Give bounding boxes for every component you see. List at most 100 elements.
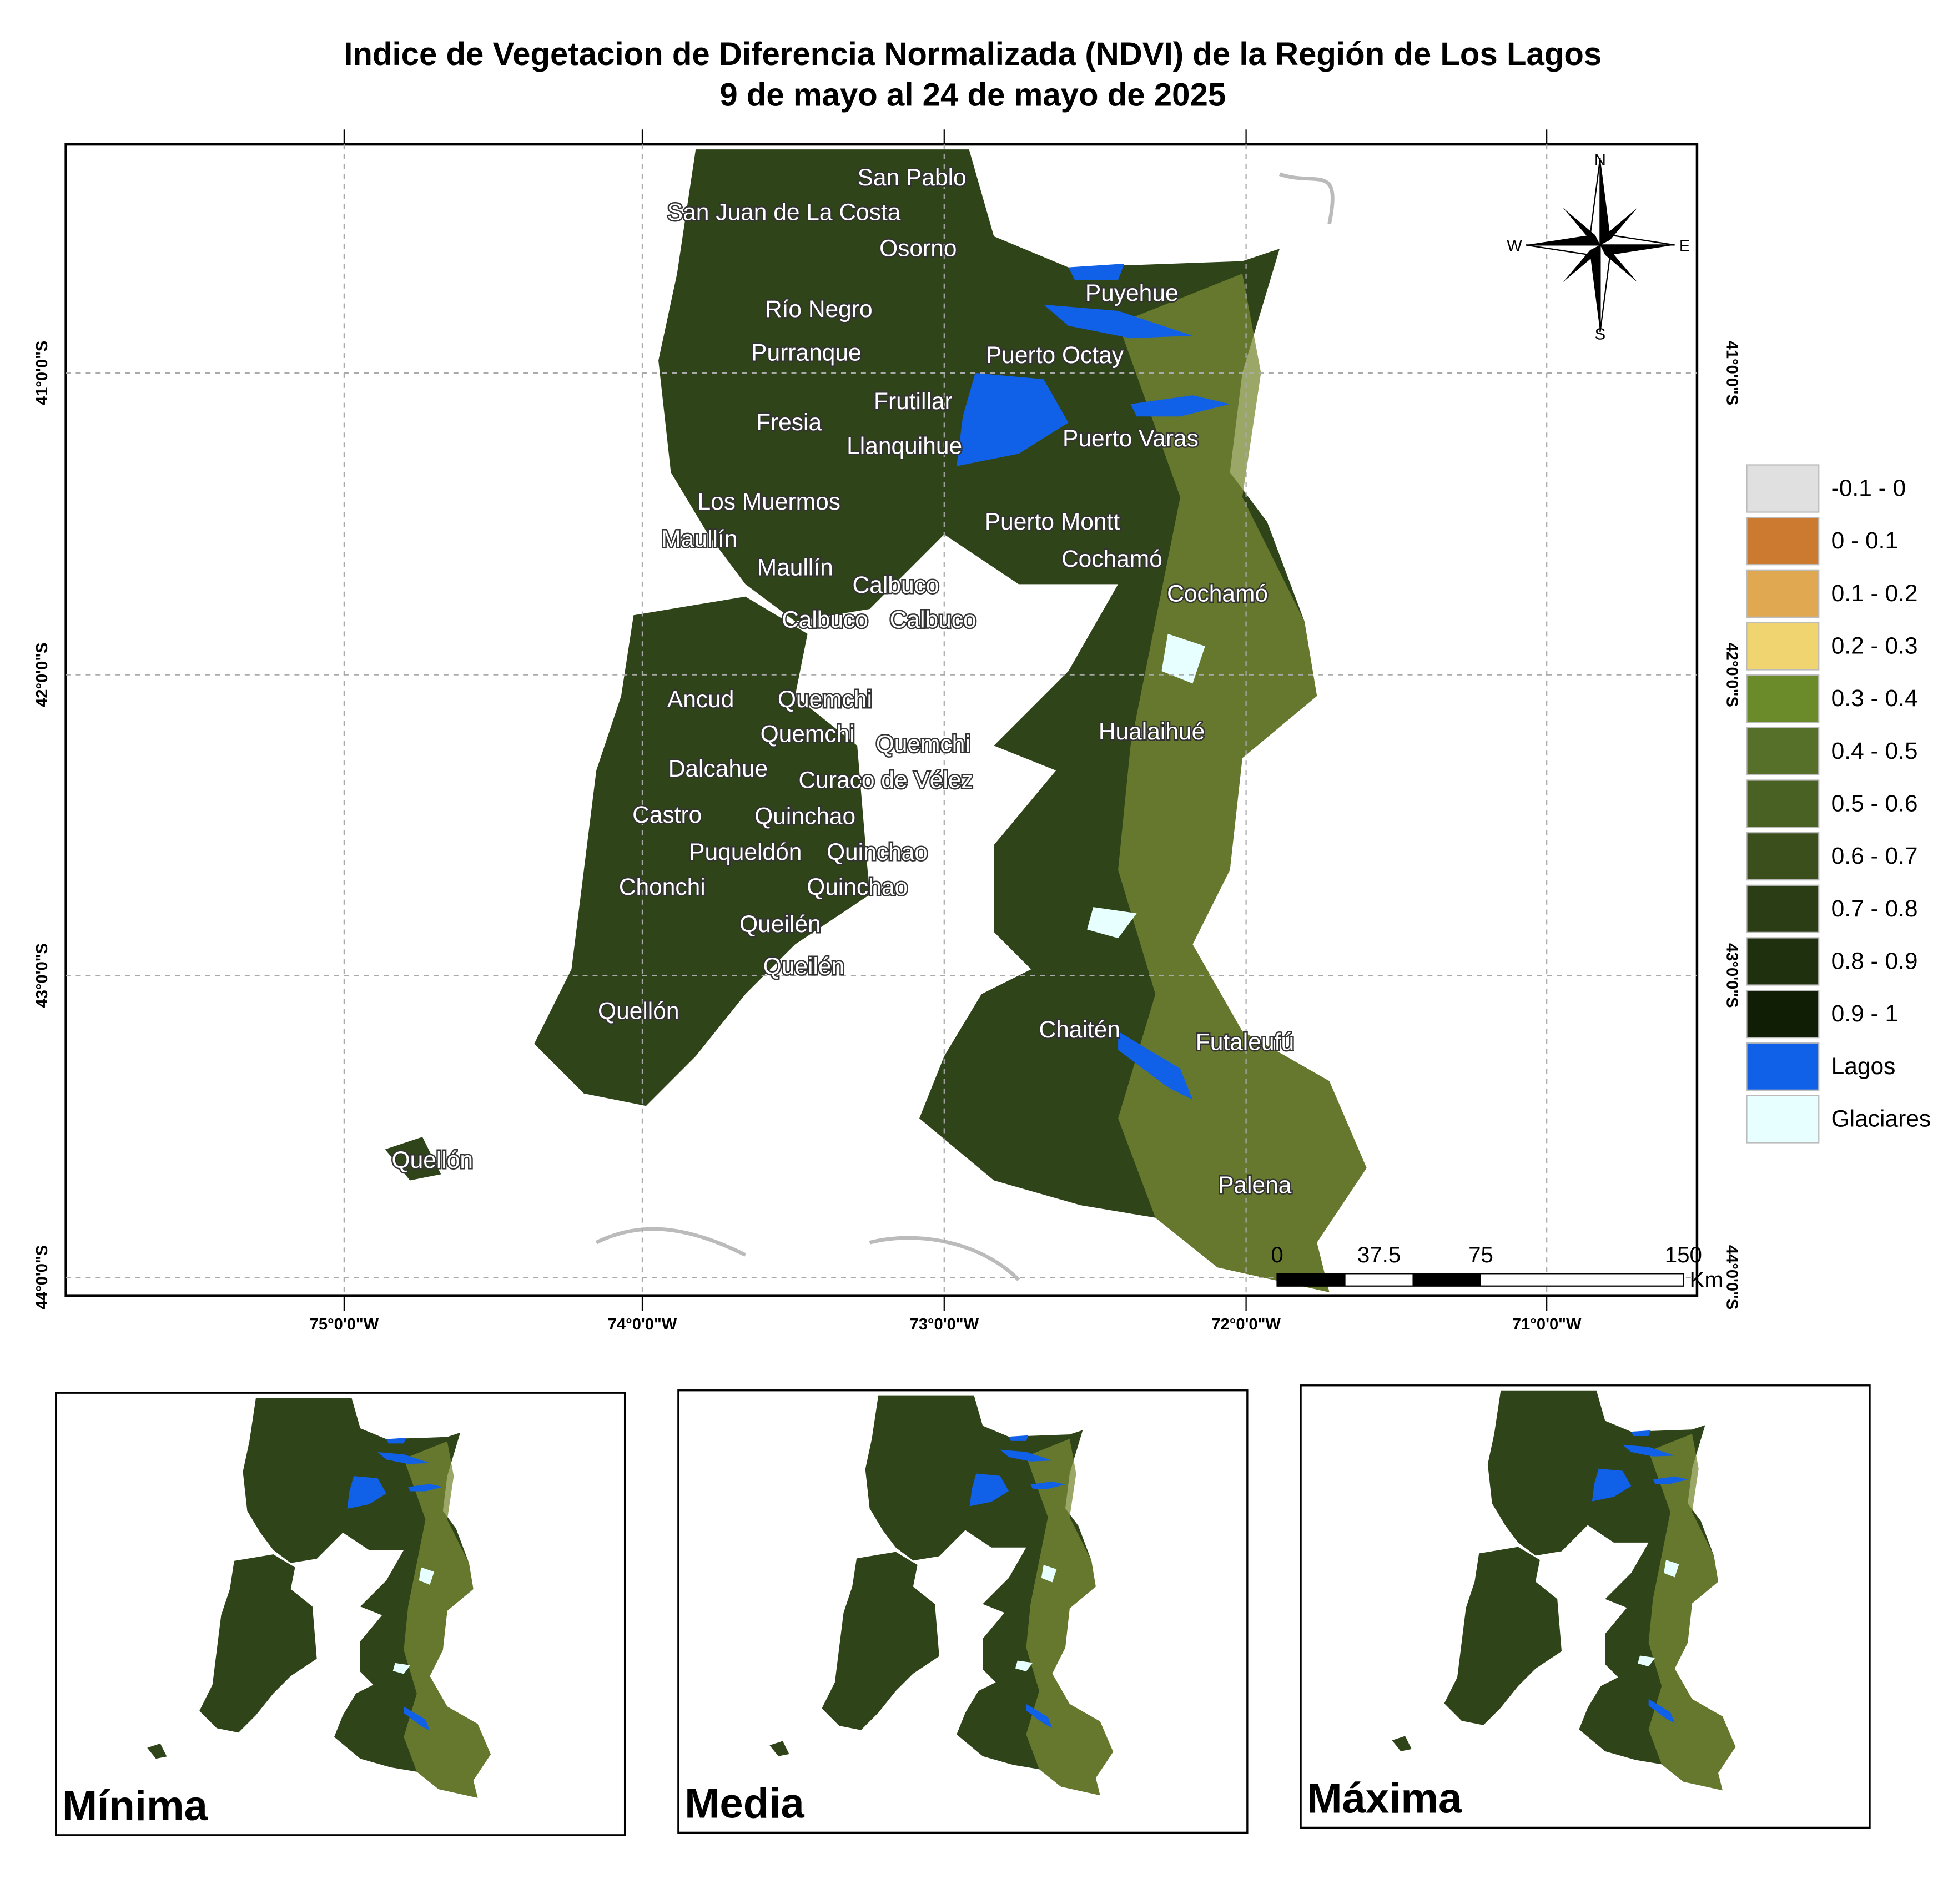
place-label: Purranque — [751, 340, 861, 366]
compass-n: N — [1594, 152, 1606, 169]
place-label: Ancud — [667, 687, 734, 713]
lon-label: 75°0'0"W — [310, 1316, 379, 1333]
lon-label: 71°0'0"W — [1512, 1316, 1582, 1333]
legend-swatch — [1746, 674, 1820, 723]
lon-label: 73°0'0"W — [910, 1316, 979, 1333]
legend-swatch — [1746, 622, 1820, 671]
place-label: Quinchao — [754, 803, 855, 829]
legend-label: 0.1 - 0.2 — [1831, 581, 1918, 607]
inset-label: Mínima — [62, 1782, 208, 1830]
legend-swatch — [1746, 989, 1820, 1039]
scale-bar: 0 37.5 75 150 Km — [1271, 1242, 1723, 1292]
lat-label: 41°0'0"S — [33, 341, 51, 405]
legend-swatch — [1746, 937, 1820, 986]
title: Indice de Vegetacion de Diferencia Norma… — [344, 36, 1602, 72]
subtitle: 9 de mayo al 24 de mayo de 2025 — [719, 77, 1226, 113]
legend-swatch — [1746, 779, 1820, 828]
inset-label: Media — [684, 1780, 804, 1827]
legend-swatch — [1746, 832, 1820, 881]
lat-label: 44°0'0"S — [33, 1245, 51, 1309]
place-label: Calbuco — [853, 572, 939, 598]
scale-tick: 75 — [1468, 1242, 1493, 1267]
legend-label: -0.1 - 0 — [1831, 475, 1906, 501]
place-label: Los Muermos — [698, 489, 840, 515]
legend-label: 0.4 - 0.5 — [1831, 738, 1918, 764]
legend-label: 0.2 - 0.3 — [1831, 633, 1918, 659]
place-label: San Pablo — [858, 165, 967, 191]
legend-swatch — [1746, 464, 1820, 513]
legend-swatch — [1746, 569, 1820, 618]
place-label: Quinchao — [807, 874, 908, 900]
place-label: Puerto Montt — [985, 509, 1120, 535]
lat-label: 43°0'0"S — [33, 943, 51, 1008]
graticule: 75°0'0"W 74°0'0"W 73°0'0"W 72°0'0"W 71°0'0"W… — [33, 129, 1741, 1333]
legend-label: 0.5 - 0.6 — [1831, 790, 1918, 817]
lon-label: 74°0'0"W — [608, 1316, 677, 1333]
place-label: Curaco de Vélez — [799, 767, 973, 793]
place-labels: San Pablo San Juan de La Costa Osorno Puyeh… — [390, 164, 1295, 1200]
legend-swatch — [1746, 727, 1820, 775]
place-label: Osorno — [879, 236, 957, 262]
place-label: Palena — [1218, 1172, 1292, 1198]
place-label: Quemchi — [778, 687, 872, 713]
lat-label: 44°0'0"S — [1723, 1245, 1741, 1309]
place-label: Hualaihué — [1099, 719, 1205, 745]
place-label: Maullín — [757, 555, 833, 581]
place-label: Puerto Octay — [986, 342, 1124, 369]
place-label: Quellón — [598, 999, 679, 1025]
legend-label: 0.6 - 0.7 — [1831, 843, 1918, 869]
place-label: Puqueldón — [689, 839, 802, 865]
legend-label: 0 - 0.1 — [1831, 528, 1899, 554]
compass-e: E — [1679, 238, 1690, 255]
place-label: Calbuco — [890, 607, 976, 633]
scale-tick: 0 — [1271, 1242, 1283, 1267]
place-label: Fresia — [756, 410, 822, 436]
scale-unit: Km — [1690, 1267, 1723, 1292]
place-label: Quellón — [392, 1147, 474, 1173]
legend: -0.1 - 0 0 - 0.1 0.1 - 0.2 0.2 - 0.3 0.3 - 0… — [1746, 464, 1931, 1144]
place-label: Cochamó — [1167, 581, 1268, 607]
scale-tick: 150 — [1665, 1242, 1702, 1267]
legend-label: Lagos — [1831, 1054, 1896, 1080]
lat-label: 42°0'0"S — [33, 642, 51, 707]
place-label: Puyehue — [1085, 280, 1179, 306]
compass-s: S — [1595, 325, 1605, 343]
legend-label: 0.8 - 0.9 — [1831, 948, 1918, 974]
legend-swatch — [1746, 1042, 1820, 1091]
place-label: Chonchi — [619, 874, 706, 900]
place-label: Futaleufú — [1196, 1030, 1294, 1056]
lat-label: 41°0'0"S — [1723, 341, 1741, 405]
legend-swatch — [1746, 884, 1820, 933]
place-label: Queilén — [763, 954, 845, 980]
place-label: Chaitén — [1039, 1017, 1120, 1043]
place-label: Cochamó — [1061, 546, 1162, 572]
main-map — [64, 143, 1699, 1297]
place-label: Frutillar — [874, 389, 953, 415]
place-label: Quemchi — [876, 731, 970, 757]
place-label: Dalcahue — [668, 756, 768, 782]
legend-swatch — [1746, 517, 1820, 566]
lat-label: 43°0'0"S — [1723, 943, 1741, 1008]
legend-swatch — [1746, 1095, 1820, 1144]
compass-w: W — [1507, 238, 1522, 255]
place-label: Llanquihue — [847, 433, 962, 459]
legend-label: 0.3 - 0.4 — [1831, 686, 1918, 712]
inset-label: Máxima — [1307, 1775, 1462, 1822]
lat-label: 42°0'0"S — [1723, 642, 1741, 707]
legend-label: Glaciares — [1831, 1106, 1931, 1132]
lon-label: 72°0'0"W — [1211, 1316, 1281, 1333]
compass: N S E W — [1507, 152, 1690, 343]
place-label: Río Negro — [765, 296, 873, 323]
insets: Mínima Media Máxima — [55, 1384, 1871, 1836]
place-label: Quemchi — [761, 722, 855, 748]
place-label: Quinchao — [827, 839, 928, 865]
place-label: Queilén — [739, 911, 821, 938]
place-label: Maullín — [661, 526, 737, 552]
place-label: San Juan de La Costa — [667, 200, 901, 226]
scale-tick: 37.5 — [1357, 1242, 1401, 1267]
legend-label: 0.7 - 0.8 — [1831, 896, 1918, 922]
place-label: Puerto Varas — [1063, 426, 1199, 452]
legend-label: 0.9 - 1 — [1831, 1001, 1899, 1027]
place-label: Castro — [632, 802, 702, 828]
